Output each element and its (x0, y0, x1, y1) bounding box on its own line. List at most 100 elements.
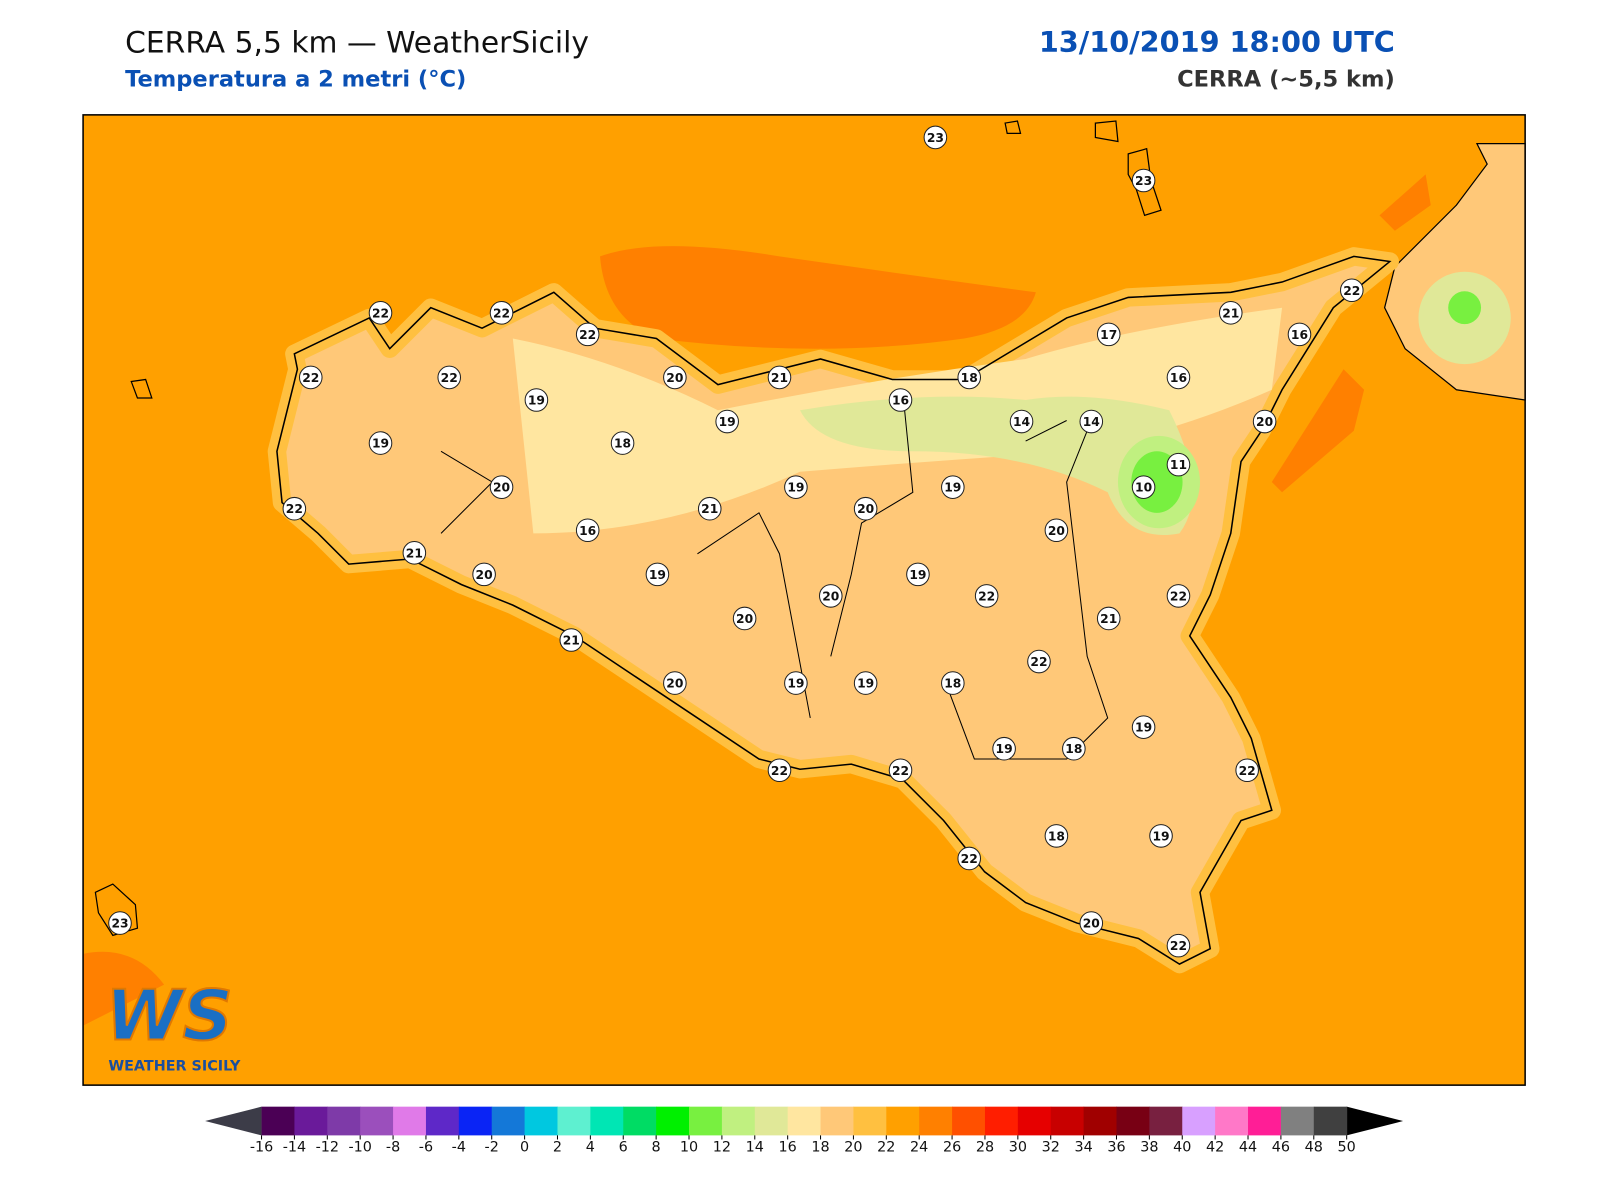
colorbar-swatch (1313, 1106, 1348, 1136)
map-frame (82, 114, 1526, 1086)
station-value: 19 (649, 568, 666, 582)
station-value: 16 (892, 394, 909, 408)
station-value: 19 (909, 568, 926, 582)
station-value: 20 (476, 568, 493, 582)
colorbar-swatch (261, 1106, 295, 1136)
colorbar-swatch (984, 1106, 1019, 1136)
station-marker (941, 475, 965, 499)
colorbar-tick-label: -14 (283, 1140, 306, 1156)
station-value: 22 (1030, 655, 1047, 669)
station-value: 20 (822, 589, 839, 603)
colorbar-swatch (1182, 1106, 1216, 1136)
station-marker (1044, 518, 1069, 543)
colorbar-tick-label: 42 (1206, 1140, 1224, 1156)
colorbar-tick-label: 36 (1107, 1140, 1125, 1156)
station-value: 21 (1222, 306, 1239, 320)
station-marker (610, 431, 635, 455)
station-value: 22 (1170, 939, 1187, 953)
station-marker (784, 475, 808, 499)
title: CERRA 5,5 km — WeatherSicily (125, 26, 589, 61)
station-marker (298, 365, 323, 390)
colorbar-swatch (1083, 1106, 1118, 1136)
station-value: 20 (666, 677, 683, 691)
colorbar-swatch (557, 1106, 591, 1136)
station-marker (1131, 475, 1156, 499)
colorbar-swatch (1116, 1106, 1150, 1136)
station-marker (1131, 168, 1156, 193)
station-value: 22 (771, 764, 788, 778)
station-value: 16 (1170, 371, 1187, 385)
colorbar-swatch (1215, 1106, 1249, 1136)
station-marker (818, 584, 843, 608)
station-marker (1096, 322, 1121, 347)
colorbar-swatch (623, 1106, 657, 1136)
station-value: 17 (1100, 328, 1117, 342)
station-value: 22 (493, 306, 510, 320)
station-marker (559, 628, 584, 652)
station-value: 19 (857, 677, 874, 691)
station-marker (1149, 824, 1173, 848)
colorbar-swatch (327, 1106, 361, 1136)
colorbar-tick-label: 18 (811, 1140, 829, 1156)
colorbar-tick-label: 2 (553, 1140, 562, 1156)
station-marker (1079, 911, 1104, 935)
colorbar-tick-label: 26 (943, 1140, 961, 1156)
colorbar-swatch (721, 1106, 756, 1136)
colorbar-swatch (393, 1106, 427, 1136)
station-value: 19 (1135, 721, 1152, 735)
colorbar-tick-label: 14 (746, 1140, 764, 1156)
station-value: 19 (372, 437, 389, 451)
colorbar-under (205, 1106, 262, 1136)
colorbar-swatch (491, 1106, 526, 1136)
logo-mark: WS (106, 976, 233, 1057)
station-marker (1166, 584, 1191, 608)
colorbar-tick-label: -10 (348, 1140, 371, 1156)
station-marker (697, 496, 722, 521)
station-marker (767, 758, 792, 783)
station-value: 21 (701, 502, 718, 516)
station-marker (1218, 301, 1243, 325)
station-value: 10 (1135, 481, 1152, 495)
station-marker (368, 431, 393, 455)
logo-name: WEATHER SICILY (108, 1059, 241, 1075)
colorbar-swatch (656, 1106, 690, 1136)
station-value: 18 (1065, 742, 1082, 756)
station-marker (1252, 409, 1277, 434)
colorbar-swatch (294, 1106, 328, 1136)
station-marker (1166, 452, 1191, 477)
colorbar-tick-label: 38 (1140, 1140, 1158, 1156)
station-marker (957, 846, 982, 871)
colorbar-swatch (919, 1106, 953, 1136)
colorbar-tick-label: 12 (713, 1140, 731, 1156)
station-marker (368, 301, 393, 325)
colorbar-swatch (1017, 1106, 1052, 1136)
station-marker (1044, 824, 1069, 848)
station-value: 22 (286, 502, 303, 516)
colorbar-swatch (1050, 1106, 1085, 1136)
colorbar-swatch (425, 1106, 460, 1136)
station-marker (1235, 758, 1259, 783)
station-marker (1079, 409, 1104, 434)
colorbar-over (1346, 1106, 1404, 1136)
map (82, 114, 1526, 1086)
colorbar-tick-label: -4 (452, 1140, 466, 1156)
station-marker (1166, 933, 1191, 958)
station-marker (992, 736, 1016, 761)
colorbar-tick-label: 48 (1305, 1140, 1323, 1156)
cool-zone (1448, 291, 1482, 325)
warm-zone (600, 246, 1036, 349)
colorbar-tick-label: 4 (586, 1140, 595, 1156)
station-marker (575, 518, 600, 543)
station-value: 19 (944, 481, 961, 495)
station-marker (489, 475, 514, 499)
source: CERRA (~5,5 km) (1177, 67, 1395, 93)
station-value: 21 (406, 546, 423, 560)
colorbar-swatch (853, 1106, 887, 1136)
colorbar-tick-label: 0 (520, 1140, 529, 1156)
colorbar-tick-label: 44 (1239, 1140, 1257, 1156)
station-value: 22 (372, 306, 389, 320)
colorbar-swatch (1280, 1106, 1315, 1136)
station-marker (923, 125, 948, 150)
station-marker (715, 409, 739, 434)
colorbar-swatch (886, 1106, 920, 1136)
